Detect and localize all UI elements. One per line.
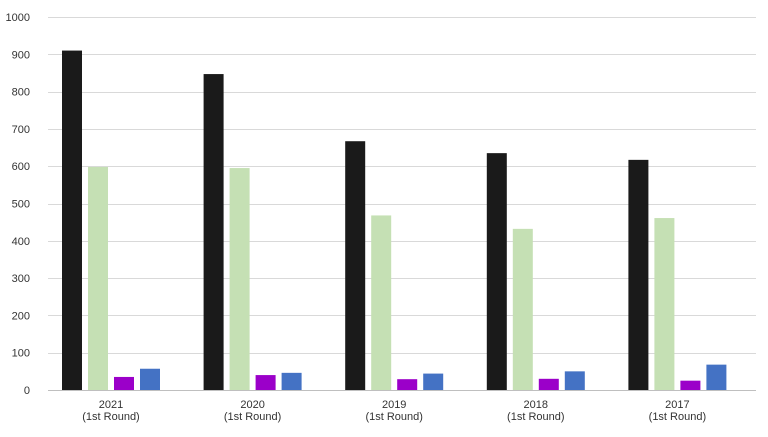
x-tick-label: (1st Round) xyxy=(82,411,139,423)
x-axis-ticks: 2021(1st Round)2020(1st Round)2019(1st R… xyxy=(82,399,706,423)
bar-series2-2018 xyxy=(512,228,533,390)
x-tick-label: 2021 xyxy=(99,399,123,411)
bar-series4-2020 xyxy=(281,372,302,390)
bar-series1-2019 xyxy=(345,141,366,390)
x-tick-label: 2020 xyxy=(240,399,264,411)
x-tick-label: 2017 xyxy=(665,399,689,411)
y-tick-label: 100 xyxy=(12,348,30,360)
x-tick-label: 2018 xyxy=(524,399,548,411)
y-axis-ticks: 0 100 200 300 400 500 600 700 800 900 1000 xyxy=(6,12,30,397)
y-tick-label: 500 xyxy=(12,199,30,211)
y-tick-label: 1000 xyxy=(6,12,30,24)
bar-series4-2017 xyxy=(706,364,727,390)
gridlines xyxy=(48,17,756,391)
x-tick-label: (1st Round) xyxy=(365,411,422,423)
y-tick-label: 400 xyxy=(12,236,30,248)
bar-series1-2018 xyxy=(486,153,507,390)
x-tick-label: (1st Round) xyxy=(649,411,706,423)
y-tick-label: 800 xyxy=(12,87,30,99)
y-tick-label: 900 xyxy=(12,49,30,61)
y-tick-label: 300 xyxy=(12,273,30,285)
bar-series4-2018 xyxy=(564,371,585,390)
bar-series3-2017 xyxy=(680,380,701,390)
bar-series2-2021 xyxy=(88,166,108,390)
bar-series3-2018 xyxy=(538,378,559,390)
bar-series3-2019 xyxy=(397,379,418,390)
bar-series3-2020 xyxy=(255,375,276,390)
y-tick-label: 600 xyxy=(12,161,30,173)
bar-series2-2017 xyxy=(654,218,675,390)
y-tick-label: 700 xyxy=(12,124,30,136)
bar-series2-2020 xyxy=(229,168,250,390)
bar-series1-2017 xyxy=(628,159,649,390)
bar-series2-2019 xyxy=(371,215,392,390)
bar-series1-2021 xyxy=(62,50,82,390)
x-tick-label: (1st Round) xyxy=(507,411,564,423)
y-tick-label: 0 xyxy=(24,385,30,397)
bars xyxy=(62,50,727,390)
bar-series4-2021 xyxy=(140,368,160,390)
bar-series1-2020 xyxy=(203,74,224,390)
bar-series3-2021 xyxy=(114,376,134,390)
y-tick-label: 200 xyxy=(12,310,30,322)
x-tick-label: (1st Round) xyxy=(224,411,281,423)
bar-series4-2019 xyxy=(423,373,444,390)
x-tick-label: 2019 xyxy=(382,399,406,411)
